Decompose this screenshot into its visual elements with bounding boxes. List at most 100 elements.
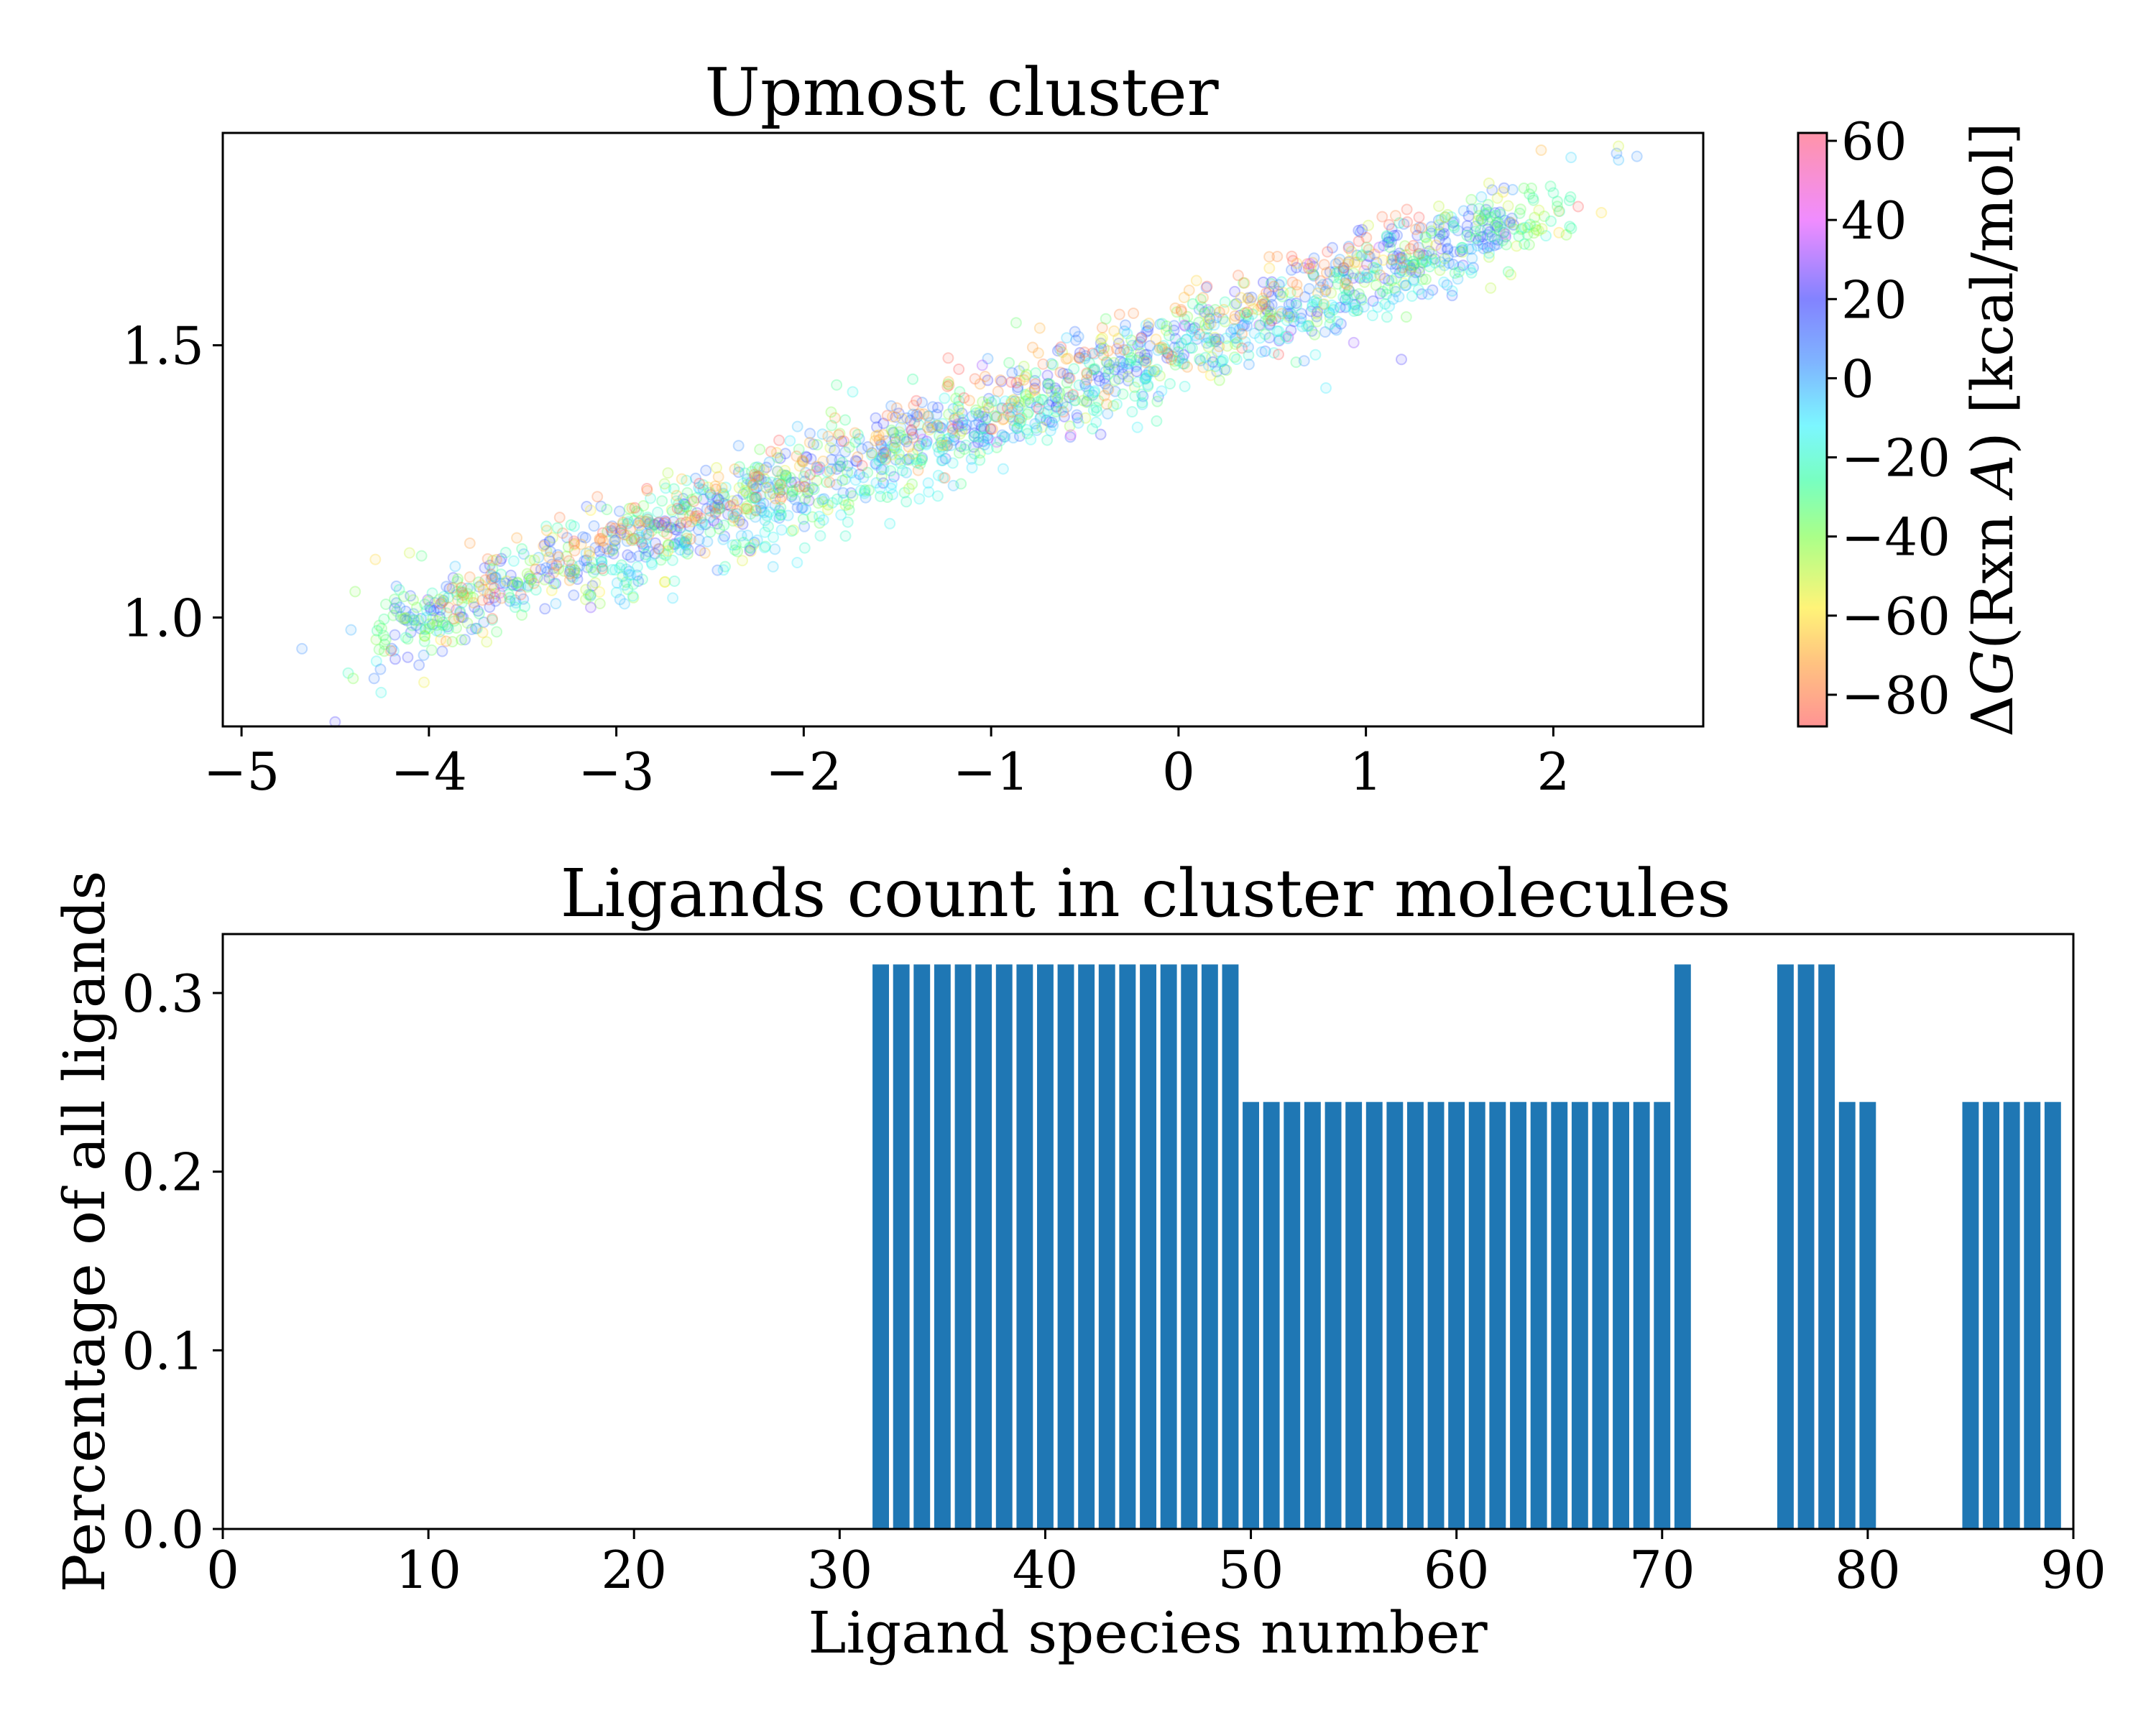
scatter-point [1253, 319, 1266, 331]
scatter-point [387, 644, 400, 657]
scatter-point [1036, 394, 1048, 405]
scatter-point [1120, 319, 1131, 331]
scatter-point [791, 502, 803, 514]
scatter-point [845, 487, 857, 499]
scatter-point [1420, 256, 1432, 268]
scatter-point [633, 519, 645, 532]
scatter-point [890, 443, 903, 455]
x-tick-label: 50 [1218, 1540, 1284, 1600]
bar [872, 964, 889, 1529]
scatter-point [797, 456, 809, 468]
scatter-point [1406, 261, 1418, 273]
scatter-point [1242, 292, 1254, 305]
scatter-point [771, 477, 783, 489]
scatter-point [852, 451, 864, 463]
scatter-point [451, 576, 464, 588]
scatter-point [1286, 264, 1297, 276]
scatter-point [456, 611, 468, 623]
scatter-point [1363, 244, 1375, 256]
scatter-point [1087, 347, 1098, 359]
bar [1427, 1101, 1445, 1529]
scatter-point [1342, 255, 1355, 267]
scatter-point [481, 636, 493, 648]
scatter-point [1110, 343, 1123, 355]
scatter-point [1355, 226, 1366, 239]
scatter-point [1492, 234, 1504, 246]
scatter-point [741, 479, 753, 491]
scatter-point [617, 570, 629, 583]
scatter-point [538, 573, 550, 586]
scatter-point [1401, 216, 1414, 228]
scatter-point [1230, 354, 1243, 365]
scatter-point [1005, 376, 1018, 388]
scatter-point [1201, 337, 1213, 349]
scatter-point [1291, 257, 1303, 269]
scatter-point [920, 439, 932, 451]
scatter-point [454, 607, 466, 619]
scatter-point [758, 542, 770, 554]
scatter-point [1108, 356, 1120, 369]
scatter-point [798, 542, 811, 554]
scatter-point [1498, 227, 1510, 239]
scatter-point [1055, 341, 1067, 353]
scatter-point [1100, 398, 1112, 410]
scatter-point [678, 536, 691, 548]
scatter-point [1421, 249, 1432, 262]
scatter-point [691, 491, 703, 504]
scatter-point [880, 452, 892, 464]
scatter-point [968, 448, 980, 460]
scatter-point [1481, 241, 1493, 254]
scatter-point [952, 418, 964, 430]
scatter-point [1133, 338, 1146, 351]
scatter-point [888, 471, 900, 483]
scatter-point [949, 430, 961, 443]
scatter-point [788, 524, 799, 536]
scatter-point [1132, 339, 1144, 351]
scatter-point [1311, 315, 1323, 328]
scatter-point [1442, 208, 1454, 221]
scatter-point [1310, 294, 1322, 306]
scatter-point [1073, 351, 1085, 364]
scatter-point [1176, 352, 1189, 364]
scatter-point [949, 412, 961, 424]
scatter-point [641, 484, 653, 496]
scatter-point [464, 591, 476, 603]
scatter-point [1131, 421, 1143, 433]
scatter-point [1021, 408, 1033, 420]
scatter-point [1005, 410, 1017, 422]
scatter-point [1103, 363, 1115, 375]
scatter-point [816, 428, 829, 440]
scatter-point [589, 542, 602, 554]
scatter-point [1477, 231, 1489, 243]
scatter-point [711, 564, 724, 576]
scatter-point [818, 493, 830, 505]
scatter-point [1305, 305, 1317, 318]
scatter-point [709, 507, 722, 519]
scatter-point [1464, 264, 1476, 276]
scatter-point [1282, 308, 1294, 320]
scatter-point [709, 480, 722, 492]
scatter-point [927, 421, 939, 433]
scatter-point [1552, 195, 1563, 208]
scatter-point [1077, 394, 1089, 407]
scatter-point [1163, 330, 1175, 341]
scatter-point [1354, 272, 1366, 284]
scatter-point [1425, 225, 1437, 237]
scatter-point [954, 428, 966, 440]
scatter-point [652, 522, 664, 534]
scatter-point [1439, 236, 1452, 248]
scatter-point [393, 583, 405, 596]
scatter-point [694, 477, 706, 489]
scatter-point [1387, 250, 1399, 262]
scatter-point [711, 499, 724, 512]
scatter-point [1107, 399, 1120, 412]
scatter-point [642, 528, 655, 540]
scatter-point [1412, 241, 1424, 254]
scatter-point [1259, 308, 1271, 320]
scatter-point [1102, 382, 1114, 394]
scatter-point [1050, 406, 1062, 417]
scatter-point [596, 563, 608, 575]
scatter-point [1201, 323, 1213, 335]
scatter-point [1008, 432, 1019, 444]
